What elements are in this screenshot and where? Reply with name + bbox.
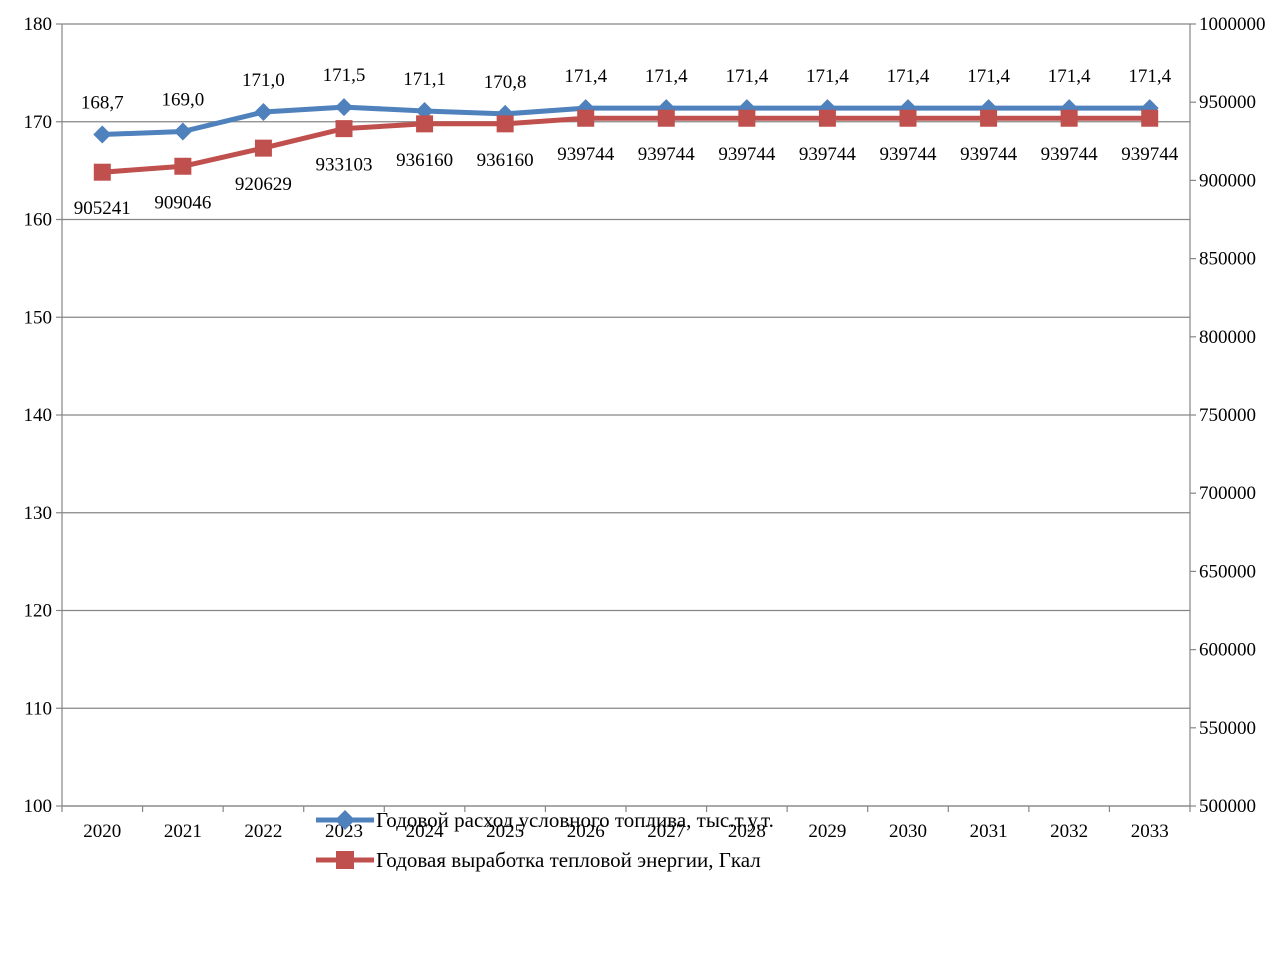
data-label: 171,0 (242, 70, 285, 91)
x-axis-ticks: 2020 2021 2022 2023 2024 2025 2026 2027 2028 2029… (61, 806, 1191, 842)
x-tick-label: 2020 (83, 821, 121, 842)
series-line-0 (99, 104, 1153, 137)
x-tick-label: 2028 (728, 821, 766, 842)
left-tick-label: 140 (24, 405, 53, 426)
data-label: 171,4 (645, 66, 688, 87)
x-tick-label: 2024 (406, 821, 445, 842)
data-label: 905241 (74, 198, 131, 219)
right-tick-label: 800000 (1199, 327, 1256, 348)
data-label: 939744 (1121, 144, 1179, 165)
data-label: 171,4 (806, 66, 849, 87)
data-label: 171,4 (887, 66, 930, 87)
data-point-square (818, 109, 836, 127)
data-point-square (335, 120, 353, 138)
right-tick-label: 900000 (1199, 170, 1256, 191)
data-label: 909046 (154, 192, 211, 213)
legend-label-fuel: Годовой расход условного топлива, тыс.т.… (376, 808, 774, 832)
x-tick-label: 2032 (1050, 821, 1088, 842)
x-tick-label: 2021 (164, 821, 202, 842)
right-tick-label: 850000 (1199, 249, 1256, 270)
right-tick-label: 500000 (1199, 796, 1256, 817)
data-point-square (1141, 109, 1159, 127)
data-label: 169,0 (161, 90, 204, 111)
data-point-square (1060, 109, 1078, 127)
data-label: 171,4 (1048, 66, 1091, 87)
left-tick-label: 120 (24, 601, 53, 622)
left-tick-label: 110 (24, 698, 52, 719)
data-label: 936160 (396, 150, 453, 171)
left-axis-ticks: 100 110 120 130 140 150 160 170 180 (24, 14, 62, 817)
data-point-square (899, 109, 917, 127)
data-label: 171,1 (403, 69, 446, 90)
data-label: 170,8 (484, 72, 527, 93)
right-tick-label: 950000 (1199, 92, 1256, 113)
legend-item-heat: Годовая выработка тепловой энергии, Гкал (316, 848, 761, 872)
data-label: 171,5 (323, 65, 366, 86)
legend-marker-square-icon (336, 851, 354, 869)
legend-item-fuel: Годовой расход условного топлива, тыс.т.… (316, 808, 774, 832)
left-tick-label: 160 (24, 210, 53, 231)
x-tick-label: 2023 (325, 821, 363, 842)
x-tick-label: 2030 (889, 821, 927, 842)
x-tick-label: 2027 (647, 821, 685, 842)
data-point-square (657, 109, 675, 127)
legend: Годовой расход условного топлива, тыс.т.… (316, 808, 774, 872)
data-labels: 168,7 169,0 171,0 171,5 171,1 170,8 171,4 171,4… (74, 65, 1179, 219)
right-tick-label: 600000 (1199, 640, 1256, 661)
right-tick-label: 650000 (1199, 561, 1256, 582)
right-tick-label: 550000 (1199, 718, 1256, 739)
left-tick-label: 150 (24, 307, 53, 328)
x-tick-label: 2031 (970, 821, 1008, 842)
series-layer (93, 98, 1159, 181)
x-tick-label: 2029 (808, 821, 846, 842)
data-label: 939744 (880, 144, 938, 165)
right-tick-label: 750000 (1199, 405, 1256, 426)
data-label: 168,7 (81, 92, 124, 113)
left-tick-label: 100 (24, 796, 53, 817)
data-point-diamond (335, 98, 353, 117)
data-label: 171,4 (725, 66, 768, 87)
data-point-diamond (254, 102, 273, 121)
data-point-square (93, 163, 111, 181)
data-point-square (577, 109, 595, 127)
x-tick-label: 2022 (244, 821, 282, 842)
data-label: 936160 (477, 150, 534, 171)
data-label: 171,4 (967, 66, 1010, 87)
data-label: 171,4 (564, 66, 607, 87)
data-label: 939744 (557, 144, 615, 165)
gridlines (62, 23, 1190, 807)
data-label: 933103 (316, 155, 373, 176)
x-tick-label: 2033 (1131, 821, 1169, 842)
data-point-diamond (93, 125, 112, 144)
data-label: 939744 (638, 144, 696, 165)
series-line-1 (99, 115, 1153, 175)
data-point-diamond (173, 122, 192, 141)
data-point-square (174, 157, 192, 175)
right-tick-label: 700000 (1199, 483, 1256, 504)
data-point-square (738, 109, 756, 127)
left-tick-label: 180 (24, 14, 53, 35)
left-tick-label: 170 (24, 112, 53, 133)
x-tick-label: 2025 (486, 821, 524, 842)
data-label: 920629 (235, 174, 292, 195)
data-label: 939744 (960, 144, 1018, 165)
right-tick-label: 1000000 (1199, 14, 1266, 35)
legend-label-heat: Годовая выработка тепловой энергии, Гкал (376, 848, 761, 872)
data-label: 171,4 (1128, 66, 1171, 87)
data-label: 939744 (1041, 144, 1099, 165)
right-axis-ticks: 500000 550000 600000 650000 700000 750000 8000… (1190, 14, 1266, 817)
data-point-square (496, 115, 514, 133)
data-point-square (254, 139, 272, 157)
data-label: 939744 (799, 144, 857, 165)
left-tick-label: 130 (24, 503, 53, 524)
data-point-square (980, 109, 998, 127)
x-tick-label: 2026 (567, 821, 605, 842)
data-label: 939744 (718, 144, 776, 165)
legend-marker-diamond-icon (335, 810, 355, 830)
data-point-square (416, 115, 434, 133)
